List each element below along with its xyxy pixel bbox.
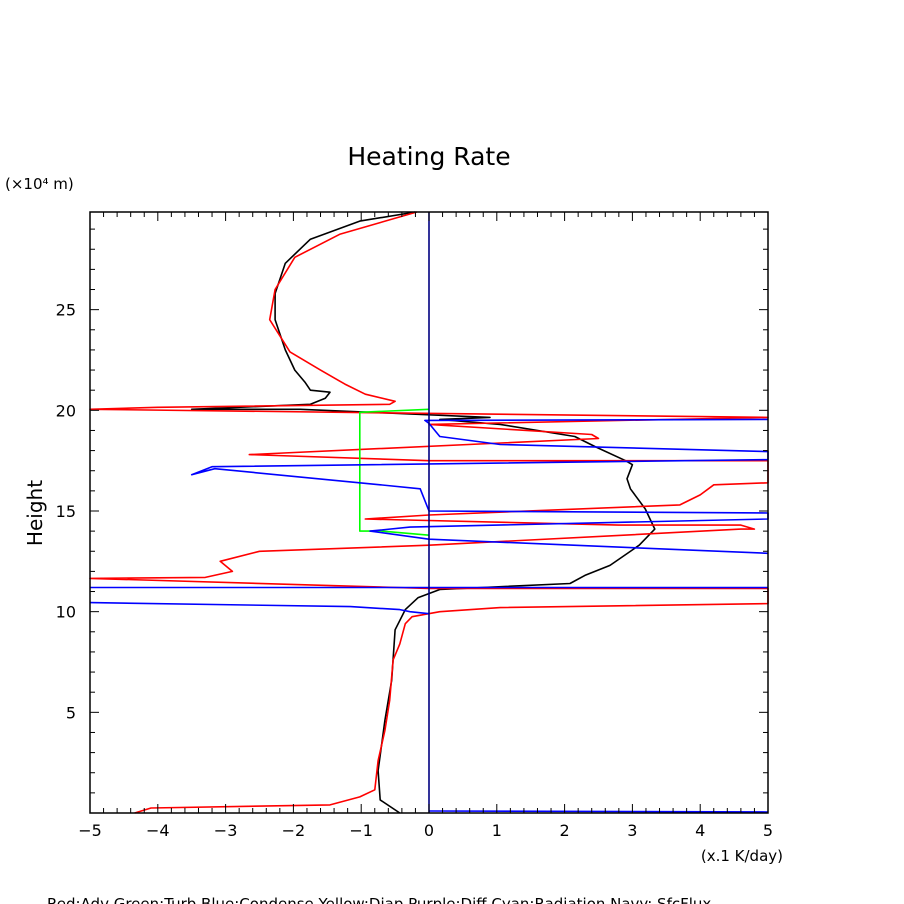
x-tick-label: −3 xyxy=(214,821,238,840)
series-condense-line xyxy=(190,418,769,555)
series-condense-line xyxy=(89,601,430,615)
x-tick-label: −5 xyxy=(78,821,102,840)
y-tick-label: 20 xyxy=(56,401,76,420)
x-tick-label: 5 xyxy=(763,821,773,840)
x-tick-label: 0 xyxy=(424,821,434,840)
x-tick-label: 4 xyxy=(695,821,705,840)
x-tick-label: −4 xyxy=(146,821,170,840)
x-tick-label: −1 xyxy=(349,821,373,840)
y-tick-label: 5 xyxy=(66,703,76,722)
y-tick-label: 25 xyxy=(56,301,76,320)
x-tick-label: 2 xyxy=(560,821,570,840)
y-unit-label: (×10⁴ m) xyxy=(5,175,74,193)
series-adv-line xyxy=(89,211,769,814)
x-tick-label: 1 xyxy=(492,821,502,840)
y-tick-label: 10 xyxy=(56,603,76,622)
x-tick-label: −2 xyxy=(282,821,306,840)
y-tick-label: 15 xyxy=(56,502,76,521)
x-tick-label: 3 xyxy=(627,821,637,840)
x-axis-label: (x.1 K/day) xyxy=(701,847,783,865)
legend-text: Red:Adv Green:Turb Blue:Condense Yellow:… xyxy=(47,895,711,904)
series-condense-line xyxy=(428,810,769,813)
chart-title: Heating Rate xyxy=(347,142,510,171)
y-axis-label: Height xyxy=(23,480,47,546)
series-turb-line xyxy=(358,408,430,536)
